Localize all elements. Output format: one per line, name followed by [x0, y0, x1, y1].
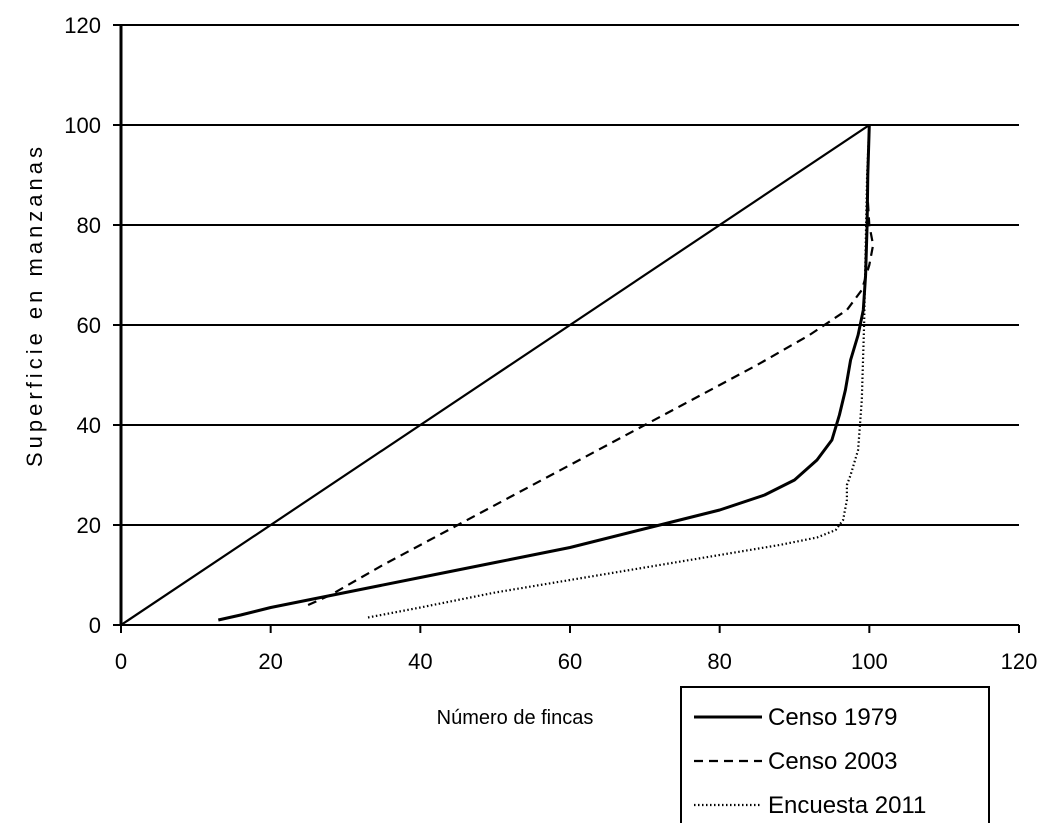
- series-lines: [120, 124, 875, 626]
- series-line-censo-2003: [307, 124, 875, 607]
- legend: Censo 1979 Censo 2003 Encuesta 2011: [680, 686, 990, 823]
- y-tick-label: 40: [77, 413, 101, 438]
- x-tick-label: 0: [115, 649, 127, 674]
- x-axis-label: Número de fincas: [437, 707, 594, 729]
- x-tick-labels: 0 20 40 60 80 100 120: [115, 649, 1037, 674]
- x-tick-label: 100: [851, 649, 888, 674]
- legend-label: Censo 1979: [768, 704, 897, 731]
- legend-box: [680, 686, 990, 823]
- y-tick-labels: 0 20 40 60 80 100 120: [64, 13, 101, 638]
- y-tick-label: 60: [77, 313, 101, 338]
- x-tick-label: 80: [707, 649, 731, 674]
- series-line-censo-1979: [217, 124, 871, 622]
- x-tick-label: 60: [558, 649, 582, 674]
- y-tick-label: 100: [64, 113, 101, 138]
- y-axis-label: Superficie en manzanas: [22, 143, 47, 467]
- reference-line: [120, 124, 870, 626]
- y-tick-label: 80: [77, 213, 101, 238]
- y-tick-label: 120: [64, 13, 101, 38]
- x-tick-label: 40: [408, 649, 432, 674]
- x-tick-label: 120: [1001, 649, 1038, 674]
- legend-label: Censo 2003: [768, 748, 897, 775]
- gridlines: [121, 24, 1019, 526]
- y-tick-label: 20: [77, 513, 101, 538]
- series-line-encuesta-2011: [367, 124, 871, 619]
- legend-label: Encuesta 2011: [768, 792, 926, 819]
- y-tick-label: 0: [89, 613, 101, 638]
- axes: [113, 24, 1020, 633]
- x-tick-label: 20: [258, 649, 282, 674]
